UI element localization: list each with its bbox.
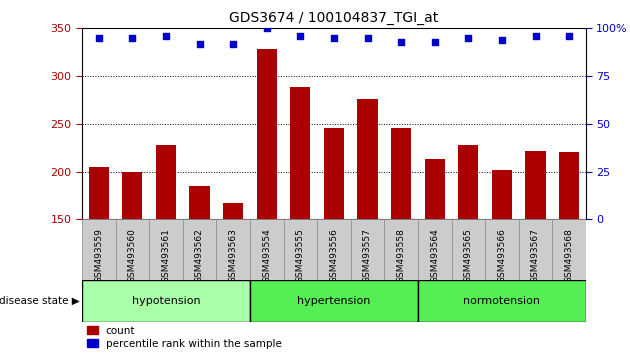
Bar <box>250 280 418 322</box>
Point <box>430 39 440 45</box>
Legend: count, percentile rank within the sample: count, percentile rank within the sample <box>87 326 282 349</box>
Title: GDS3674 / 100104837_TGI_at: GDS3674 / 100104837_TGI_at <box>229 11 438 24</box>
Bar <box>418 219 452 280</box>
Bar <box>559 152 579 219</box>
Text: normotension: normotension <box>464 296 541 306</box>
Text: GSM493554: GSM493554 <box>262 229 271 283</box>
Bar <box>149 219 183 280</box>
Bar <box>223 203 243 219</box>
Bar <box>115 219 149 280</box>
Text: GSM493557: GSM493557 <box>363 229 372 284</box>
Text: disease state ▶: disease state ▶ <box>0 296 80 306</box>
Point <box>362 35 372 41</box>
Text: GSM493562: GSM493562 <box>195 229 204 283</box>
Text: GSM493566: GSM493566 <box>498 229 507 284</box>
Text: GSM493555: GSM493555 <box>296 229 305 284</box>
Text: GSM493564: GSM493564 <box>430 229 439 283</box>
Text: GSM493559: GSM493559 <box>94 229 103 284</box>
Point <box>497 37 507 42</box>
Bar <box>485 219 518 280</box>
Point <box>396 39 406 45</box>
Point <box>195 41 205 46</box>
Bar <box>82 219 115 280</box>
Text: GSM493560: GSM493560 <box>128 229 137 284</box>
Bar <box>458 145 478 219</box>
Bar <box>256 49 277 219</box>
Text: GSM493561: GSM493561 <box>161 229 170 284</box>
Bar <box>284 219 317 280</box>
Text: hypertension: hypertension <box>297 296 370 306</box>
Bar <box>391 128 411 219</box>
Bar <box>156 145 176 219</box>
Bar <box>290 87 311 219</box>
Text: GSM493563: GSM493563 <box>229 229 238 284</box>
Point <box>295 33 306 39</box>
Point <box>463 35 473 41</box>
Point <box>329 35 339 41</box>
Bar <box>183 219 216 280</box>
Bar <box>82 280 250 322</box>
Bar <box>553 219 586 280</box>
Bar <box>89 167 109 219</box>
Text: GSM493568: GSM493568 <box>564 229 573 284</box>
Bar <box>525 151 546 219</box>
Bar <box>418 280 586 322</box>
Text: GSM493556: GSM493556 <box>329 229 338 284</box>
Bar <box>122 172 142 219</box>
Bar <box>357 99 377 219</box>
Point <box>127 35 137 41</box>
Text: GSM493558: GSM493558 <box>397 229 406 284</box>
Bar <box>250 219 284 280</box>
Bar <box>351 219 384 280</box>
Bar <box>216 219 250 280</box>
Point <box>530 33 541 39</box>
Point <box>564 33 574 39</box>
Point <box>161 33 171 39</box>
Bar <box>492 170 512 219</box>
Point <box>261 25 272 31</box>
Bar <box>317 219 351 280</box>
Bar <box>452 219 485 280</box>
Bar <box>425 159 445 219</box>
Text: GSM493565: GSM493565 <box>464 229 472 284</box>
Bar <box>324 128 344 219</box>
Point <box>228 41 238 46</box>
Bar <box>190 186 210 219</box>
Text: hypotension: hypotension <box>132 296 200 306</box>
Bar <box>518 219 553 280</box>
Point <box>94 35 104 41</box>
Bar <box>384 219 418 280</box>
Text: GSM493567: GSM493567 <box>531 229 540 284</box>
